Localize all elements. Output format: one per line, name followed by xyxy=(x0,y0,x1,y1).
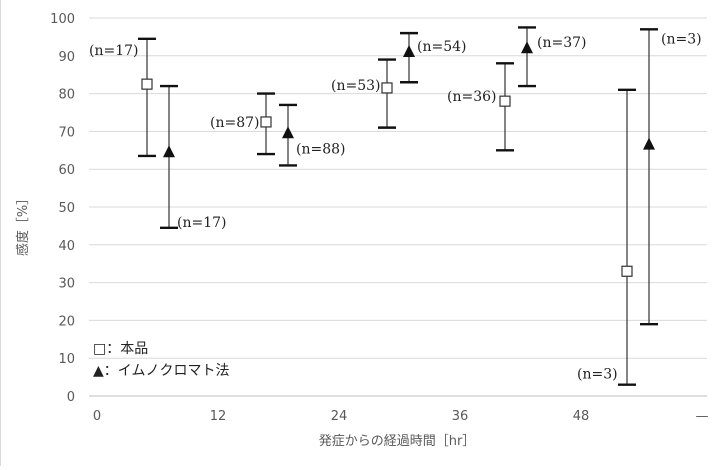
n-label-s1-g2: (n=54) xyxy=(417,39,467,55)
n-label-s1-g3: (n=37) xyxy=(537,35,587,51)
marker-s0-g2 xyxy=(381,82,393,94)
marker-s1-g0 xyxy=(163,145,175,158)
y-tick-60: 60 xyxy=(58,163,75,178)
y-tick-100: 100 xyxy=(50,12,75,27)
n-label-s0-g2: (n=53) xyxy=(331,78,381,94)
y-tick-50: 50 xyxy=(58,201,75,216)
n-label-s0-g3: (n=36) xyxy=(447,89,497,105)
y-tick-70: 70 xyxy=(58,125,75,140)
y-tick-0: 0 xyxy=(67,390,75,405)
n-label-s0-g0: (n=17) xyxy=(89,43,139,59)
y-tick-80: 80 xyxy=(58,88,75,103)
x-tick-labels: 0 12 24 36 48 — xyxy=(93,409,709,424)
y-tick-10: 10 xyxy=(58,352,75,367)
y-tick-20: 20 xyxy=(58,314,75,329)
grid-lines xyxy=(89,17,707,397)
n-label-s1-g1: (n=88) xyxy=(296,141,346,157)
series-layer xyxy=(138,26,658,386)
x-tick-0: 0 xyxy=(93,409,101,424)
marker-s0-g1 xyxy=(260,116,272,128)
x-tick-1: 12 xyxy=(210,409,227,424)
x-tick-3: 36 xyxy=(452,409,469,424)
y-tick-40: 40 xyxy=(58,239,75,254)
marker-s0-g4 xyxy=(621,265,633,277)
legend: □：本品 ▲：イムノクロマト法 xyxy=(93,341,230,379)
x-tick-2: 24 xyxy=(331,409,348,424)
n-label-s0-g1: (n=87) xyxy=(210,115,260,131)
y-axis-title: 感度［%］ xyxy=(15,192,31,256)
legend-entry-immunochromato: ▲：イムノクロマト法 xyxy=(93,363,230,379)
y-tick-90: 90 xyxy=(58,50,75,65)
n-label-s0-g4: (n=3) xyxy=(577,367,618,383)
y-tick-30: 30 xyxy=(58,277,75,292)
n-label-s1-g4: (n=3) xyxy=(661,31,702,47)
y-tick-labels: 0 10 20 30 40 50 60 70 80 90 100 xyxy=(50,12,75,405)
x-tick-4: 48 xyxy=(573,409,590,424)
n-labels: (n=17) (n=87) (n=53) (n=36) (n=3) (n=17) (n=88… xyxy=(89,31,702,382)
marker-s1-g3 xyxy=(521,41,533,54)
marker-s1-g1 xyxy=(282,126,294,139)
marker-s1-g4 xyxy=(643,137,655,150)
legend-entry-honpin: □：本品 xyxy=(93,341,148,357)
x-axis-title: 発症からの経過時間［hr］ xyxy=(319,434,476,449)
marker-s1-g2 xyxy=(403,45,415,58)
marker-s0-g3 xyxy=(499,95,511,107)
n-label-s1-g0: (n=17) xyxy=(177,215,227,231)
x-tick-5: — xyxy=(696,409,709,424)
marker-s0-g0 xyxy=(141,78,153,90)
